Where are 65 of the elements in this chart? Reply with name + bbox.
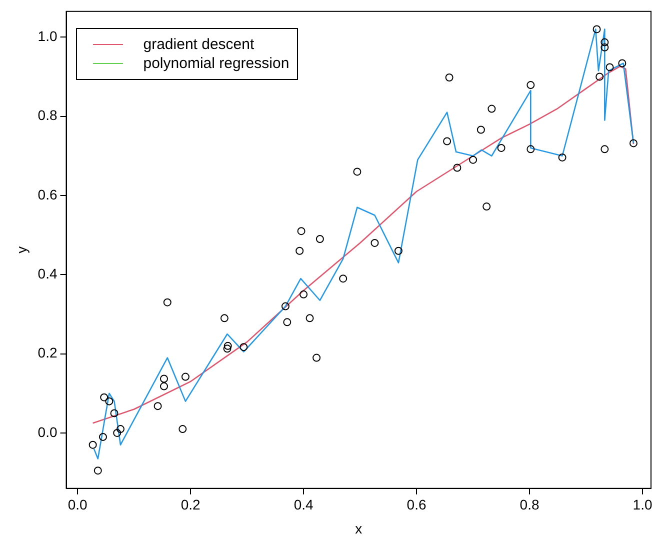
point bbox=[629, 139, 638, 148]
point bbox=[600, 38, 609, 46]
x-tick-label: 0.2 bbox=[180, 496, 200, 513]
point bbox=[240, 343, 248, 352]
point bbox=[306, 314, 314, 322]
legend-label: gradient descent bbox=[143, 35, 254, 54]
x-tick-label: 0.6 bbox=[406, 496, 426, 513]
point bbox=[178, 425, 187, 434]
point bbox=[223, 344, 232, 353]
point bbox=[453, 164, 462, 172]
point bbox=[618, 59, 626, 68]
legend-label: polynomial regression bbox=[143, 54, 290, 74]
point bbox=[600, 145, 609, 154]
point bbox=[476, 126, 485, 134]
point bbox=[312, 354, 321, 362]
point bbox=[316, 235, 324, 244]
point bbox=[224, 342, 232, 350]
point bbox=[160, 382, 168, 390]
point bbox=[353, 168, 362, 176]
point bbox=[606, 63, 614, 72]
point bbox=[596, 72, 604, 81]
point bbox=[600, 43, 609, 52]
point bbox=[163, 298, 172, 306]
point bbox=[526, 81, 535, 90]
point bbox=[488, 104, 496, 113]
y-tick-label: 0.2 bbox=[38, 344, 58, 361]
point bbox=[300, 290, 308, 298]
point bbox=[445, 74, 454, 82]
point bbox=[394, 246, 402, 255]
x-tick-label: 0.8 bbox=[520, 496, 540, 513]
y-tick-label: 1.0 bbox=[38, 28, 58, 44]
x-axis-title: x bbox=[355, 520, 362, 536]
point bbox=[113, 428, 122, 437]
point bbox=[497, 144, 506, 152]
point bbox=[526, 145, 535, 154]
point bbox=[98, 432, 107, 441]
point bbox=[339, 274, 348, 283]
point bbox=[283, 318, 292, 326]
point bbox=[110, 409, 118, 418]
point bbox=[370, 238, 379, 247]
y-tick-label: 0.8 bbox=[38, 107, 58, 124]
point bbox=[116, 425, 124, 434]
x-tick-label: 0.4 bbox=[294, 496, 314, 513]
point bbox=[297, 227, 306, 236]
point bbox=[296, 246, 304, 255]
x-tick-label: 0.0 bbox=[68, 496, 88, 513]
point bbox=[558, 153, 566, 162]
point bbox=[281, 302, 290, 310]
point bbox=[160, 374, 168, 383]
point bbox=[94, 466, 102, 475]
point bbox=[105, 397, 114, 406]
point bbox=[220, 314, 228, 322]
point bbox=[482, 202, 491, 211]
point bbox=[443, 137, 452, 146]
point bbox=[154, 402, 162, 410]
y-tick-label: 0.4 bbox=[38, 266, 58, 282]
point bbox=[88, 440, 97, 449]
point bbox=[469, 156, 478, 164]
y-tick-label: 0.0 bbox=[38, 424, 58, 440]
y-tick-label: 0.6 bbox=[38, 186, 58, 202]
point bbox=[100, 393, 108, 402]
y-axis-title: y bbox=[13, 246, 30, 254]
point bbox=[181, 372, 190, 381]
point bbox=[592, 25, 601, 34]
x-tick-label: 1.0 bbox=[632, 496, 652, 513]
